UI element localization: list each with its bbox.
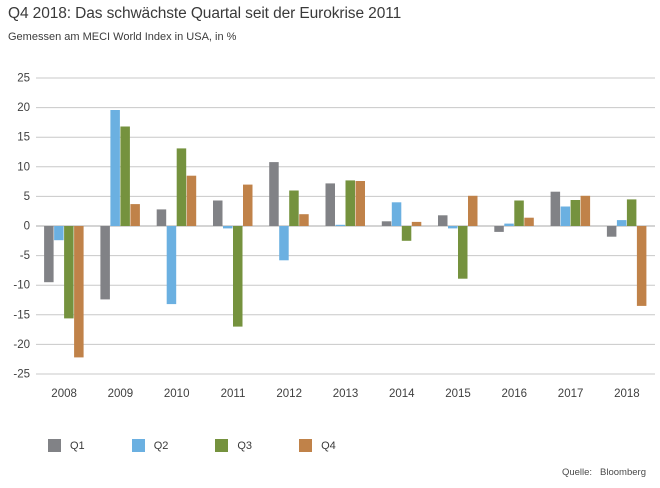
bar-2010-q1 — [156, 209, 167, 226]
y-axis-tick-label: 5 — [24, 191, 30, 203]
bar-2011-q4 — [243, 184, 253, 226]
bar-2011-q1 — [213, 200, 223, 226]
bar-2018-q4 — [636, 226, 647, 306]
bar-2009-q2 — [110, 110, 120, 226]
y-axis-tick-label: -10 — [13, 280, 30, 292]
bar-2013-q3 — [345, 180, 355, 226]
x-axis-label-2009: 2009 — [108, 388, 134, 400]
bar-2012-q2 — [279, 226, 289, 261]
bar-2011-q2 — [223, 226, 233, 229]
legend-swatch-q1 — [48, 439, 61, 452]
legend-item-q4: Q4 — [299, 439, 336, 452]
bar-2014-q2 — [391, 202, 402, 226]
legend-swatch-q4 — [299, 439, 313, 452]
legend-label-q4: Q4 — [321, 439, 336, 452]
source-value: Bloomberg — [600, 467, 646, 478]
bar-2018-q3 — [626, 199, 637, 226]
x-axis-label-2016: 2016 — [502, 388, 528, 400]
bar-2013-q2 — [335, 224, 345, 226]
y-axis-tick-label: -15 — [13, 309, 30, 321]
y-axis-tick-label: 25 — [17, 73, 30, 85]
legend-label-q3: Q3 — [237, 439, 253, 452]
bar-2016-q3 — [514, 200, 524, 226]
bar-2015-q3 — [458, 226, 468, 279]
bar-2016-q4 — [524, 217, 534, 226]
legend-label-q2: Q2 — [153, 439, 169, 452]
bar-2012-q1 — [269, 162, 279, 226]
bar-2009-q1 — [100, 226, 110, 300]
bar-2011-q3 — [233, 226, 243, 327]
x-axis-label-2018: 2018 — [614, 388, 640, 400]
bar-2016-q2 — [504, 223, 514, 226]
bar-2009-q3 — [120, 126, 130, 226]
y-axis-tick-label: -20 — [13, 339, 30, 351]
bar-2010-q4 — [186, 175, 197, 226]
bar-2018-q1 — [606, 226, 617, 237]
bar-2010-q2 — [166, 226, 177, 305]
y-axis-tick-label: 15 — [17, 132, 30, 144]
bar-2015-q2 — [448, 226, 458, 229]
x-axis-label-2008: 2008 — [51, 388, 77, 400]
x-axis-label-2012: 2012 — [276, 388, 302, 400]
bar-2015-q1 — [438, 215, 448, 226]
x-axis-label-2015: 2015 — [445, 388, 471, 400]
x-axis-label-2014: 2014 — [389, 388, 415, 400]
y-axis-tick-label: 20 — [17, 102, 30, 114]
y-axis-tick-label: -25 — [13, 369, 30, 381]
x-axis-label-2011: 2011 — [221, 388, 246, 400]
chart-legend: Q1 Q2 Q3 Q4 — [48, 439, 336, 452]
x-axis-label-2010: 2010 — [164, 388, 190, 400]
page-title: Q4 2018: Das schwächste Quartal seit der… — [8, 5, 402, 22]
bar-2008-q2 — [54, 226, 64, 241]
bar-2008-q3 — [64, 226, 74, 319]
page-subtitle: Gemessen am MECI World Index in USA, in … — [8, 31, 237, 43]
y-axis-tick-label: 10 — [17, 161, 30, 173]
bar-2009-q4 — [130, 204, 140, 226]
legend-item-q2: Q2 — [131, 439, 169, 452]
legend-swatch-q3 — [215, 439, 229, 452]
bar-2012-q4 — [299, 214, 309, 226]
x-axis-label-2013: 2013 — [333, 388, 359, 400]
bar-2014-q4 — [411, 221, 422, 226]
y-axis-tick-label: 0 — [24, 221, 30, 233]
source-label: Quelle: — [561, 467, 593, 478]
bar-2017-q1 — [550, 191, 561, 226]
bar-2018-q2 — [616, 220, 627, 226]
legend-item-q3: Q3 — [215, 439, 252, 452]
legend-item-q1: Q1 — [48, 439, 85, 452]
bar-2013-q4 — [355, 181, 365, 226]
bar-2013-q1 — [325, 183, 335, 226]
bar-2008-q1 — [44, 226, 54, 283]
bar-2015-q4 — [468, 195, 478, 226]
bar-2010-q3 — [176, 148, 187, 226]
bar-2014-q1 — [381, 221, 392, 226]
bar-2017-q3 — [570, 200, 581, 226]
y-axis-tick-label: -5 — [20, 250, 30, 262]
bar-2008-q4 — [74, 226, 84, 358]
bar-2016-q1 — [494, 226, 504, 232]
legend-label-q1: Q1 — [70, 439, 85, 452]
legend-swatch-q2 — [131, 439, 145, 452]
bar-2017-q2 — [560, 206, 571, 226]
bar-2017-q4 — [580, 195, 591, 226]
source-note: Quelle: Bloomberg — [562, 467, 646, 478]
x-axis-label-2017: 2017 — [558, 388, 584, 400]
bar-2012-q3 — [289, 190, 299, 226]
bar-2014-q3 — [401, 226, 412, 241]
